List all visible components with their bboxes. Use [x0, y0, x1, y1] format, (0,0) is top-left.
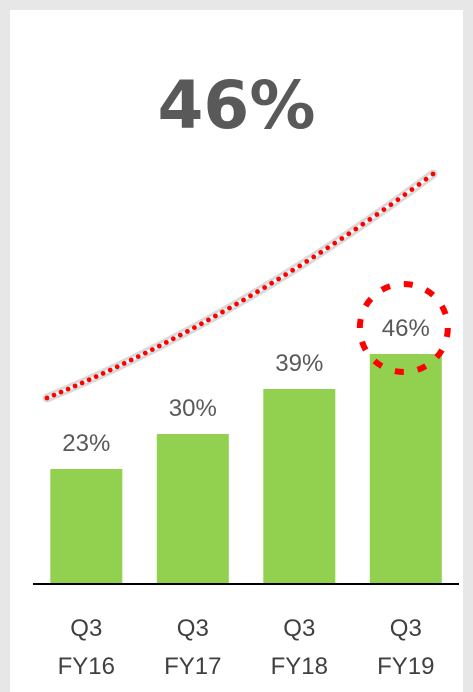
trend-dot — [163, 340, 169, 345]
trend-dot — [107, 367, 113, 373]
x-tick-label-1-line-1: FY17 — [164, 653, 221, 680]
x-tick-label-0-line-0: Q3 — [70, 615, 102, 642]
bar-q3-fy16 — [50, 469, 123, 584]
data-label-3: 46% — [382, 315, 430, 342]
trend-dot — [114, 364, 120, 370]
trend-dot — [199, 321, 204, 327]
trend-dot — [241, 297, 246, 303]
data-label-0: 23% — [62, 430, 110, 457]
trend-dot — [353, 226, 359, 232]
trend-dot — [86, 377, 92, 383]
data-label-1: 30% — [169, 395, 217, 422]
trend-dot — [220, 309, 225, 315]
trend-dot — [346, 231, 352, 237]
trend-dot — [318, 250, 324, 255]
trend-dot — [65, 386, 71, 392]
x-tick-label-2-line-1: FY18 — [271, 653, 328, 680]
x-tick-label-0-line-1: FY16 — [58, 653, 115, 680]
trend-dot — [423, 176, 429, 182]
trend-dot — [79, 380, 85, 386]
trend-dot — [121, 361, 127, 366]
x-tick-label-1-line-0: Q3 — [177, 615, 209, 642]
trend-dot — [332, 240, 338, 246]
trend-dot — [276, 276, 281, 282]
trend-dot — [290, 267, 295, 273]
trend-dot — [72, 383, 78, 389]
trend-dot — [262, 285, 267, 290]
data-labels: 23% 30% 39% 46% — [62, 315, 430, 457]
x-tick-label-3-line-1: FY19 — [377, 653, 434, 680]
trend-dot — [325, 245, 331, 251]
trend-dot — [283, 272, 288, 277]
trend-curve-core — [46, 172, 434, 400]
bar-q3-fy17 — [156, 434, 229, 584]
trend-dot — [170, 336, 176, 342]
trend-dot — [402, 192, 408, 198]
trend-dot — [395, 197, 401, 203]
x-tick-label-3-line-0: Q3 — [390, 615, 422, 642]
trend-dot — [339, 236, 345, 241]
highlight-circle — [356, 281, 451, 375]
trend-dot — [297, 263, 303, 269]
trend-dot — [149, 347, 155, 352]
x-tick-label-2-line-0: Q3 — [283, 615, 315, 642]
trend-dot — [156, 343, 162, 349]
trend-dot — [269, 280, 274, 286]
trend-dot — [206, 317, 211, 323]
trend-dot — [213, 313, 218, 319]
trend-dot — [227, 305, 232, 311]
trend-dot — [381, 207, 387, 213]
trend-dot — [100, 371, 106, 376]
data-label-2: 39% — [275, 350, 323, 377]
trend-dot — [44, 395, 50, 401]
trend-dot — [248, 293, 253, 299]
trend-dot — [58, 389, 64, 395]
trend-dot — [311, 254, 317, 260]
trend-dot — [409, 187, 415, 192]
trend-dot — [185, 329, 190, 334]
bar-q3-fy19 — [369, 354, 442, 584]
trend-dot — [135, 354, 141, 359]
trend-dot — [234, 301, 239, 307]
headline-value: 46% — [157, 67, 316, 144]
trend-dot — [142, 350, 148, 356]
trend-dot — [367, 217, 373, 222]
trend-dot — [128, 357, 134, 363]
trend-dot — [255, 289, 260, 295]
trend-dot — [388, 202, 394, 208]
trend-dot — [374, 212, 380, 217]
trend-dot — [304, 259, 310, 264]
trend-dot — [360, 221, 366, 227]
trend-dot — [177, 332, 183, 338]
highlight-dotted-circle — [356, 281, 451, 375]
bars — [50, 354, 442, 584]
trend-dot — [93, 374, 99, 379]
trend-dot — [51, 392, 57, 398]
x-axis-tick-labels: Q3 FY16 Q3 FY17 Q3 FY18 Q3 FY19 — [58, 615, 435, 680]
trend-arrow — [42, 169, 438, 403]
trend-dot — [192, 325, 197, 330]
trend-dot — [430, 171, 436, 177]
bar-q3-fy18 — [263, 389, 336, 584]
trend-dot — [416, 182, 422, 187]
